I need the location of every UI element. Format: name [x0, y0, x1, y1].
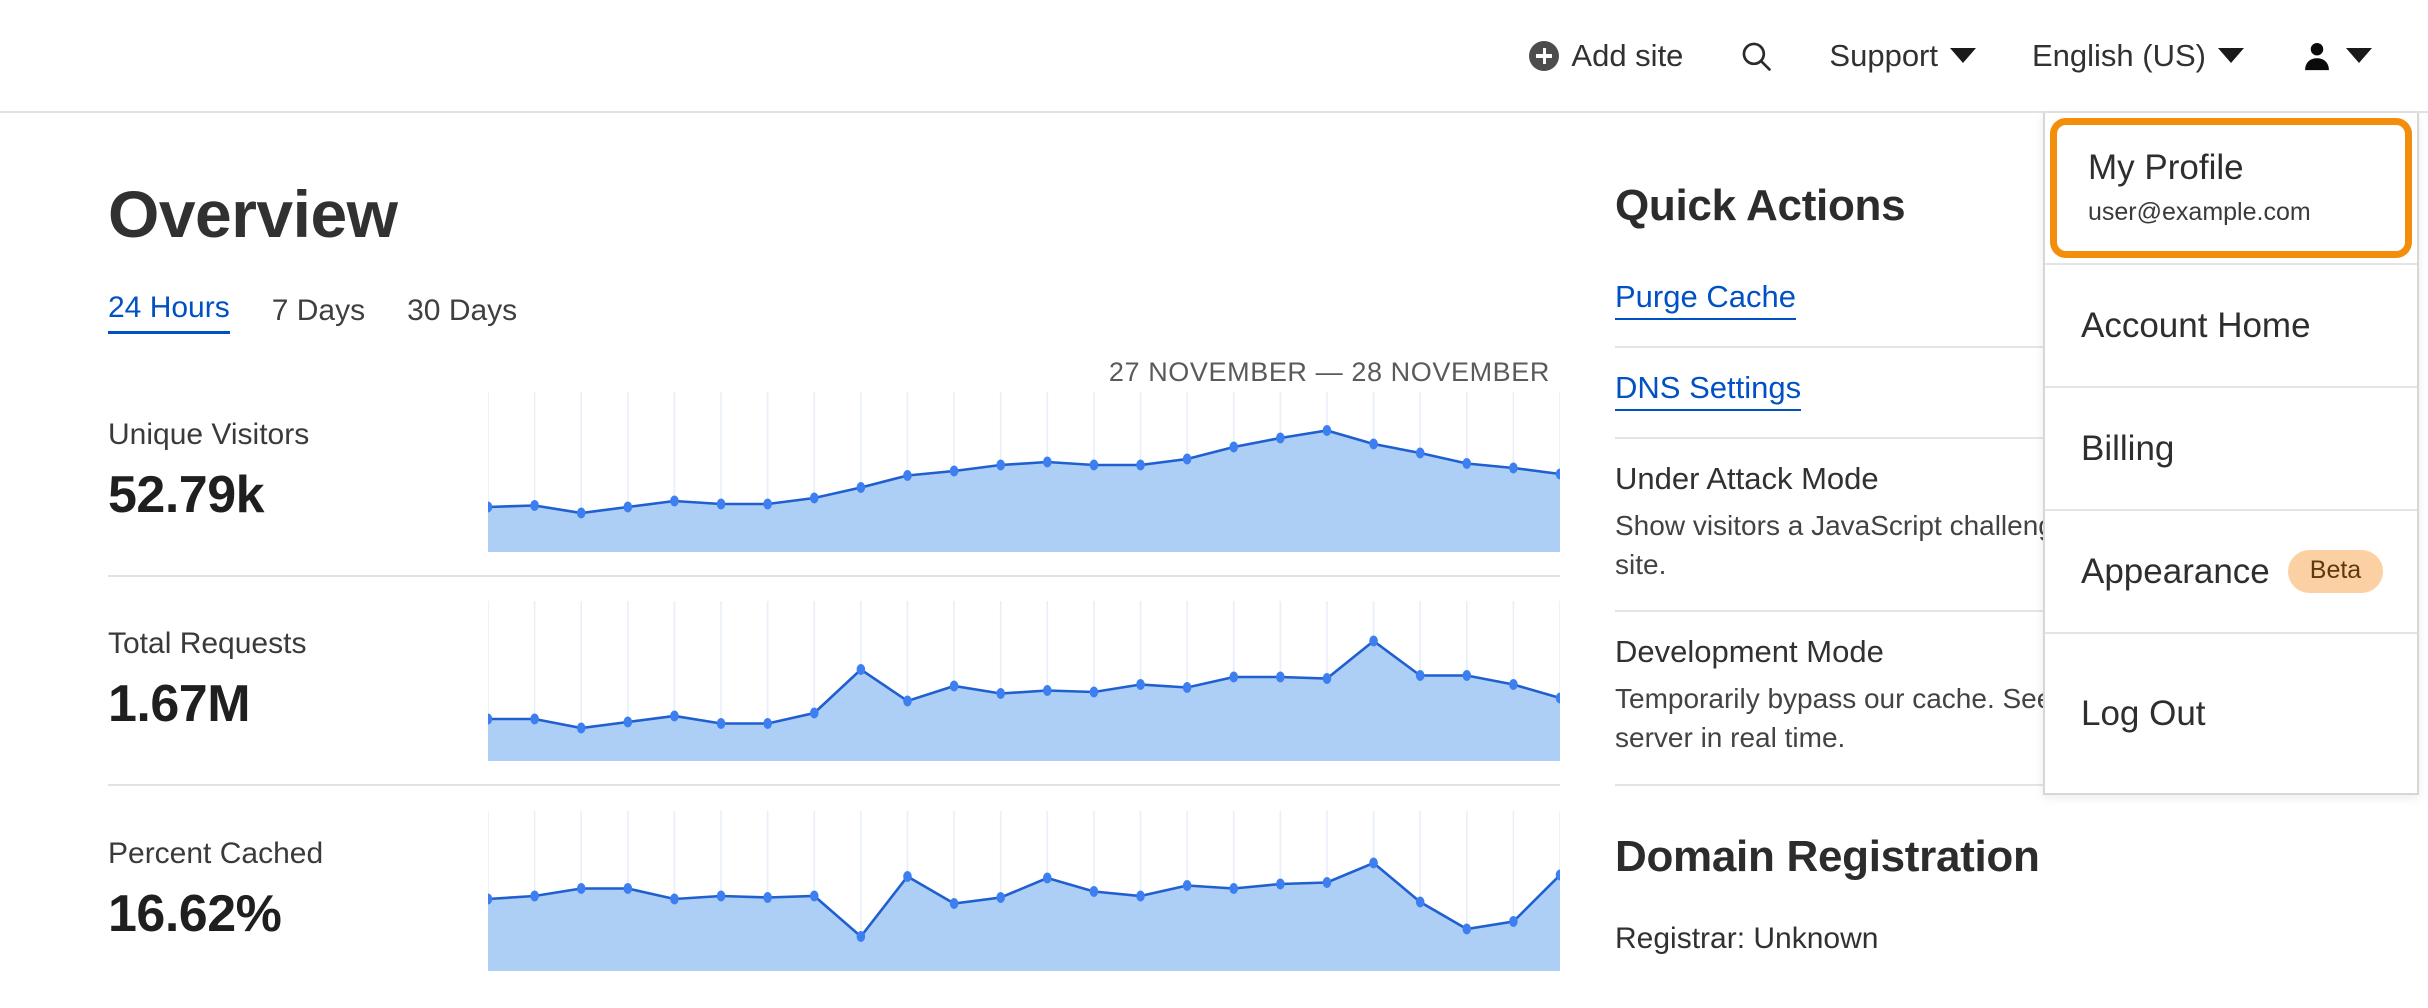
- my-profile-label: My Profile: [2088, 148, 2244, 188]
- sparkline-chart-total-requests: [488, 600, 1560, 761]
- account-home-label: Account Home: [2081, 305, 2311, 345]
- metric-label: Unique Visitors: [108, 418, 310, 452]
- domain-registration-section: Domain Registration Registrar: Unknown: [1615, 832, 2375, 956]
- metric-value: 52.79k: [108, 465, 265, 524]
- registrar-line: Registrar: Unknown: [1615, 921, 1879, 955]
- account-dropdown-menu: My Profile user@example.com Account Home…: [2043, 113, 2419, 795]
- top-navigation-bar: Add site Support English (US): [0, 0, 2428, 113]
- plus-circle-icon: [1529, 40, 1560, 71]
- menu-item-billing[interactable]: Billing: [2045, 388, 2417, 511]
- quick-actions-title: Quick Actions: [1615, 181, 1906, 230]
- metric-info: Percent Cached 16.62%: [108, 837, 488, 944]
- sparkline-chart-percent-cached: [488, 810, 1560, 971]
- support-menu[interactable]: Support: [1801, 0, 2004, 111]
- tab-30-days[interactable]: 30 Days: [407, 294, 518, 327]
- add-site-button[interactable]: Add site: [1501, 0, 1711, 111]
- metric-label: Total Requests: [108, 627, 307, 661]
- tab-24-hours[interactable]: 24 Hours: [108, 291, 230, 334]
- page-title: Overview: [108, 177, 398, 251]
- menu-item-my-profile[interactable]: My Profile user@example.com: [2045, 113, 2417, 265]
- metric-value: 1.67M: [108, 674, 251, 733]
- metric-row-unique-visitors: Unique Visitors 52.79k: [108, 368, 1560, 577]
- menu-item-account-home[interactable]: Account Home: [2045, 265, 2417, 388]
- analytics-panel: Overview 24 Hours 7 Days 30 Days 27 NOVE…: [108, 181, 1560, 995]
- purge-cache-link[interactable]: Purge Cache: [1615, 279, 1796, 320]
- metrics-list: Unique Visitors 52.79k Total Requests 1.…: [108, 368, 1560, 995]
- search-icon: [1743, 42, 1772, 71]
- quick-action-purge-cache[interactable]: Purge Cache: [1615, 265, 2375, 348]
- metric-row-percent-cached: Percent Cached 16.62%: [108, 786, 1560, 995]
- menu-item-log-out[interactable]: Log Out: [2045, 634, 2417, 794]
- chevron-down-icon: [1950, 48, 1976, 63]
- topbar-actions: Add site Support English (US): [1501, 0, 2400, 111]
- quick-action-dns-settings[interactable]: DNS Settings: [1615, 348, 2375, 439]
- under-attack-mode-label: Under Attack Mode: [1615, 461, 1879, 496]
- metric-value: 16.62%: [108, 884, 282, 943]
- billing-label: Billing: [2081, 428, 2175, 468]
- menu-item-appearance[interactable]: Appearance Beta: [2045, 511, 2417, 634]
- metric-row-total-requests: Total Requests 1.67M: [108, 577, 1560, 786]
- account-menu-button[interactable]: [2272, 0, 2400, 111]
- chevron-down-icon: [2346, 48, 2372, 63]
- metric-label: Percent Cached: [108, 837, 324, 871]
- metric-info: Total Requests 1.67M: [108, 627, 488, 734]
- my-profile-email: user@example.com: [2088, 197, 2311, 226]
- dns-settings-link[interactable]: DNS Settings: [1615, 370, 1802, 411]
- metric-info: Unique Visitors 52.79k: [108, 418, 488, 525]
- domain-registration-title: Domain Registration: [1615, 831, 2040, 881]
- date-range-label: 27 NOVEMBER — 28 NOVEMBER: [1108, 357, 1550, 387]
- my-profile-highlight-box: My Profile user@example.com: [2050, 118, 2412, 258]
- appearance-label: Appearance: [2081, 551, 2270, 591]
- tab-7-days[interactable]: 7 Days: [271, 294, 366, 327]
- beta-badge: Beta: [2287, 550, 2384, 593]
- support-label: Support: [1829, 37, 1938, 73]
- add-site-label: Add site: [1571, 37, 1684, 73]
- sparkline-chart-unique-visitors: [488, 391, 1560, 552]
- person-icon: [2305, 42, 2329, 70]
- chevron-down-icon: [2218, 48, 2244, 63]
- language-menu[interactable]: English (US): [2004, 0, 2272, 111]
- language-label: English (US): [2032, 37, 2206, 73]
- log-out-label: Log Out: [2081, 694, 2206, 733]
- search-button[interactable]: [1711, 0, 1801, 111]
- development-mode-label: Development Mode: [1615, 634, 1884, 670]
- timeframe-tabs: 24 Hours 7 Days 30 Days: [108, 291, 1560, 334]
